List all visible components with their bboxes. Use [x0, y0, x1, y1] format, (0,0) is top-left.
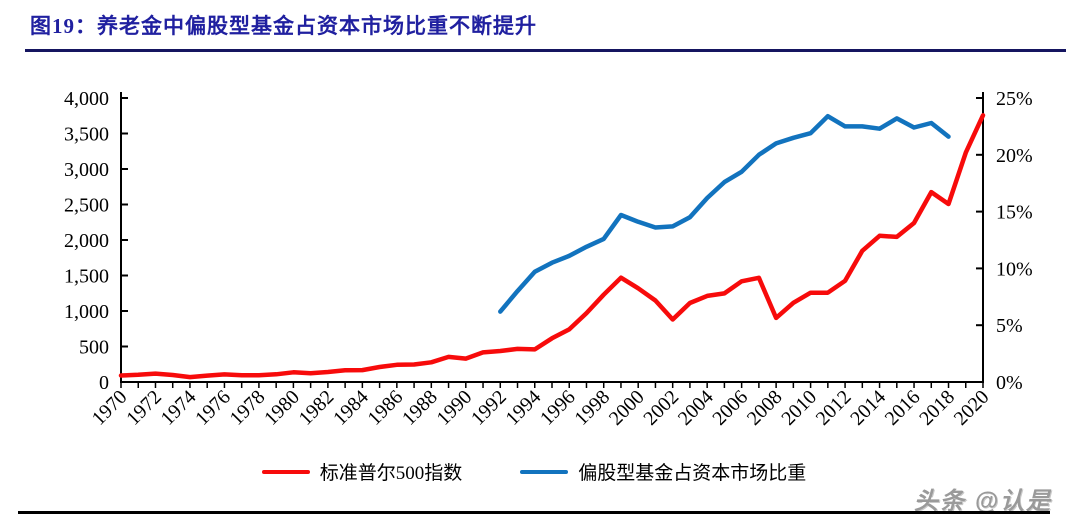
- ratio-line: [498, 113, 951, 314]
- x-axis-tick-label: 1992: [467, 386, 511, 430]
- left-axis-tick-label: 1,500: [64, 266, 109, 288]
- x-axis-tick-label: 1972: [122, 386, 166, 430]
- x-axis-tick-label: 2004: [674, 386, 718, 430]
- x-axis-tick-label: 1976: [191, 386, 235, 430]
- line-chart: 0 500 1,000 1,500 2,000 2,500 3,000 3,500 4,000 0…: [64, 88, 1033, 430]
- x-axis-tick-label: 1982: [295, 386, 339, 430]
- x-axis-tick-label: 1998: [570, 386, 614, 430]
- ratio-line-swatch: [520, 469, 569, 474]
- legend-item-ratio: 偏股型基金占资本市场比重: [520, 458, 806, 485]
- x-axis-tick-label: 2018: [915, 386, 959, 430]
- right-axis-tick-label: 0%: [996, 372, 1023, 394]
- x-axis-tick-label: 1996: [536, 386, 580, 430]
- left-axis-tick-label: 3,000: [64, 159, 109, 181]
- x-axis-tick-label: 1986: [364, 386, 408, 430]
- right-axis-tick-label: 5%: [996, 315, 1023, 337]
- right-axis-tick-label: 20%: [996, 145, 1033, 167]
- right-axis-tick-label: 25%: [996, 88, 1033, 110]
- sp500-line: [118, 113, 986, 380]
- x-axis-tick-label: 2000: [605, 386, 649, 430]
- x-axis-tick-label: 1990: [432, 386, 476, 430]
- x-axis-tick-label: 2012: [812, 386, 856, 430]
- ratio-legend-label: 偏股型基金占资本市场比重: [578, 463, 807, 484]
- title-divider: [25, 49, 1066, 52]
- x-axis-tick-label: 2010: [777, 386, 821, 430]
- left-axis-tick-label: 0: [99, 372, 109, 394]
- x-axis-tick-label: 1988: [398, 386, 442, 430]
- left-axis-tick-label: 2,000: [64, 230, 109, 252]
- x-axis-tick-label: 2016: [881, 386, 925, 430]
- left-axis-tick-label: 1,000: [64, 301, 109, 323]
- left-axis-tick-label: 500: [79, 337, 109, 359]
- x-axis-tick-label: 2014: [846, 386, 890, 430]
- left-axis-tick-label: 4,000: [64, 88, 109, 110]
- right-axis-tick-label: 10%: [996, 258, 1033, 280]
- x-axis-tick-label: 2008: [743, 386, 787, 430]
- left-axis-tick-label: 2,500: [64, 195, 109, 217]
- x-axis-tick-label: 2002: [639, 386, 683, 430]
- sp500-line-swatch: [261, 469, 310, 474]
- x-axis-tick-label: 1984: [329, 386, 373, 430]
- figure-title: 图19：养老金中偏股型基金占资本市场比重不断提升: [30, 14, 537, 38]
- left-axis-tick-label: 3,500: [64, 124, 109, 146]
- x-axis-tick-label: 1994: [501, 386, 545, 430]
- x-axis-tick-label: 1974: [157, 386, 201, 430]
- legend-item-sp500: 标准普尔500指数: [261, 458, 463, 485]
- watermark-text: 头条 @认是: [913, 488, 1052, 515]
- x-axis-tick-label: 2006: [708, 386, 752, 430]
- chart-legend: 标准普尔500指数 偏股型基金占资本市场比重: [0, 458, 1068, 485]
- x-axis-tick-label: 1970: [88, 386, 132, 430]
- x-axis-tick-label: 1980: [260, 386, 304, 430]
- sp500-legend-label: 标准普尔500指数: [319, 463, 463, 484]
- x-axis-tick-label: 1978: [226, 386, 270, 430]
- right-axis-tick-label: 15%: [996, 202, 1033, 224]
- bottom-divider: [18, 511, 1050, 514]
- x-axis-tick-label: 2020: [950, 386, 994, 430]
